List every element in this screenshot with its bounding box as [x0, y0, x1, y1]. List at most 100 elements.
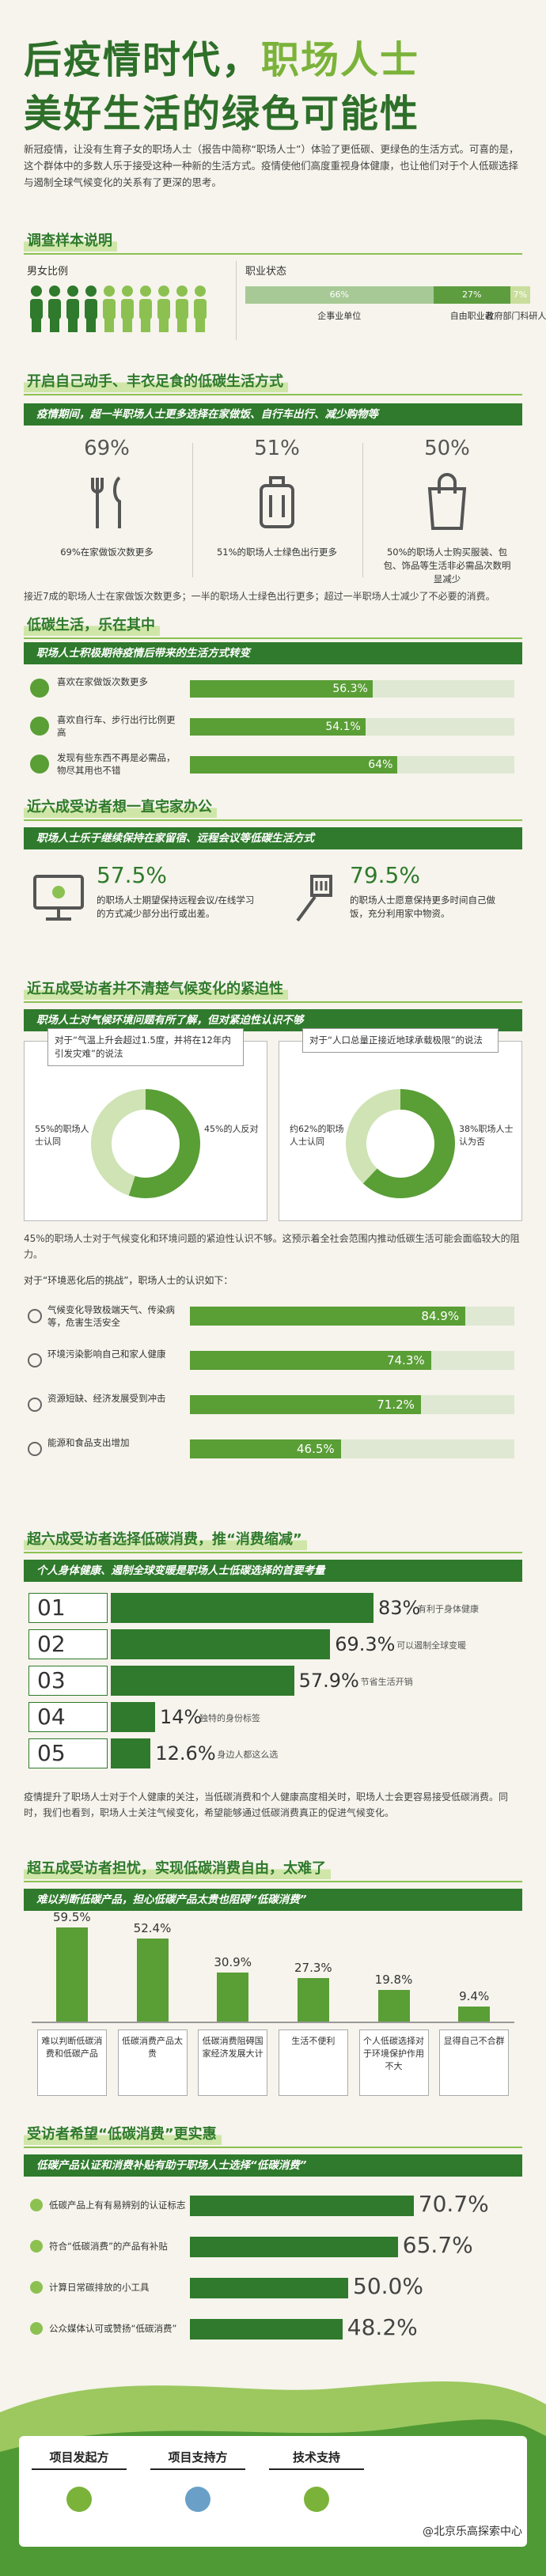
bar-value: 69.3%	[335, 1633, 396, 1655]
rank: 05	[28, 1738, 108, 1768]
job-name: 政府部门科研人员	[485, 311, 546, 321]
section-header: 调查样本说明	[24, 229, 117, 252]
icon-circle	[30, 755, 49, 774]
logo	[185, 2487, 210, 2512]
icon	[260, 476, 294, 528]
person-legs	[177, 318, 187, 332]
agree-label: 55%的职场人士认同	[35, 1124, 89, 1147]
bar-value: 57.9%	[298, 1670, 359, 1692]
caption: 可以遏制全球变暖	[396, 1640, 467, 1651]
row-label: 公众媒体认可或赞扬“低碳消费”	[49, 2323, 177, 2334]
section-header: 超六成受访者选择低碳消费，推“消费缩减”	[24, 1528, 307, 1550]
person-head	[140, 286, 151, 297]
person-legs	[159, 318, 169, 332]
divider	[236, 261, 237, 340]
icon	[30, 2199, 43, 2211]
row-label: 喜欢在家做饭次数更多	[57, 676, 148, 687]
statement: 对于“气温上升会超过1.5度，并将在12年内引发灾难”的说法	[47, 1028, 244, 1066]
job-name: 自由职业者	[449, 311, 494, 321]
bar	[190, 1439, 341, 1458]
icon-circle	[30, 679, 49, 698]
title-part: 职场人士	[261, 38, 420, 82]
bar	[190, 680, 373, 698]
header-rule	[24, 394, 522, 395]
icon	[30, 2322, 43, 2335]
person-legs	[68, 318, 78, 332]
icon	[28, 1309, 42, 1323]
donut-segment	[128, 1089, 200, 1198]
agree-label: 约62%的职场人士认同	[290, 1124, 344, 1147]
icon-circle	[30, 2199, 43, 2211]
rank: 03	[28, 1666, 108, 1696]
caption: 低碳消费阻碍国家经济发展大计	[198, 2029, 268, 2096]
header-rule	[24, 1881, 522, 1882]
caption: 69%在家做饭次数更多	[60, 547, 154, 558]
bar-value: 30.9%	[214, 1955, 252, 1970]
person-head	[104, 286, 115, 297]
disagree-label: 45%的人反对	[204, 1124, 259, 1134]
bar-value: 83%	[378, 1597, 421, 1619]
big-value: 69%	[84, 437, 130, 460]
icon	[30, 2240, 43, 2253]
person-legs	[104, 318, 114, 332]
section-header: 低碳生活，乐在其中	[24, 614, 160, 636]
job-bar	[510, 286, 530, 304]
person-head	[85, 286, 97, 297]
header-rule	[24, 819, 522, 821]
divider	[362, 443, 363, 577]
person-body	[85, 299, 97, 320]
icon	[30, 755, 49, 774]
icon	[427, 473, 467, 530]
caption: 的职场人士期望保持远程会议/在线学习的方式减少部分出行或出差。	[97, 895, 255, 919]
role: 技术支持	[269, 2449, 364, 2470]
title-line: 后疫情时代，职场人士	[24, 28, 530, 84]
bar	[217, 1973, 249, 2022]
row-label: 资源短缺、经济发展受到冲击	[47, 1393, 166, 1404]
logo	[304, 2487, 329, 2512]
row-label: 低碳产品上有有易辨别的认证标志	[49, 2200, 186, 2211]
role: 项目发起方	[32, 2449, 127, 2470]
bar-value: 65.7%	[402, 2232, 473, 2258]
job-bar	[245, 286, 434, 304]
caption: 的职场人士愿意保持更多时间自己做饭，充分利用家中物资。	[350, 895, 495, 919]
bar	[458, 2007, 491, 2022]
bar-value: 70.7%	[418, 2191, 489, 2217]
logo-mark	[304, 2487, 329, 2512]
bar-value: 56.3%	[332, 683, 368, 695]
icon	[296, 875, 332, 922]
job-value: 66%	[329, 289, 350, 300]
bar	[297, 1978, 329, 2022]
caption: 难以判断低碳消费和低碳产品	[36, 2029, 107, 2096]
icon	[28, 1353, 42, 1367]
sub-heading: 职场人士积极期待疫情后带来的生活方式转变	[24, 642, 522, 664]
header-rule	[24, 637, 522, 639]
big-value: 57.5%	[97, 862, 167, 888]
summary: 接近7成的职场人士在家做饭次数更多；一半的职场人士绿色出行更多；超过一半职场人士…	[24, 591, 495, 602]
icon-circle	[28, 1309, 42, 1323]
person-body	[157, 299, 170, 320]
caption: 节省生活开销	[360, 1677, 413, 1687]
disagree-label: 38%职场人士认为否	[459, 1124, 514, 1147]
rank: 01	[28, 1593, 108, 1623]
row-label: 符合“低碳消费”的产品有补贴	[49, 2241, 168, 2252]
role: 项目支持方	[150, 2449, 245, 2470]
person-head	[176, 286, 188, 297]
icon-circle	[30, 2281, 43, 2294]
bar	[55, 1927, 88, 2022]
sub-heading: 低碳产品认证和消费补贴有助于职场人士选择“低碳消费”	[24, 2154, 522, 2177]
caption: 个人低碳选择对于环境保护作用不大	[358, 2029, 429, 2096]
bar	[111, 1593, 373, 1623]
person-legs	[195, 318, 205, 332]
sub-heading: 难以判断低碳产品，担心低碳产品太贵也阻碍“低碳消费”	[24, 1889, 522, 1911]
bar	[190, 1307, 466, 1326]
logo-mark	[66, 2487, 92, 2512]
person-head	[31, 286, 42, 297]
bar	[190, 2278, 348, 2298]
bar-value: 14%	[160, 1706, 203, 1728]
icon	[28, 1398, 42, 1412]
big-value: 51%	[254, 437, 300, 460]
row-label: 计算日常碳排放的小工具	[49, 2282, 150, 2293]
icon	[30, 717, 49, 736]
bar	[190, 2196, 414, 2216]
axis	[32, 2022, 514, 2023]
